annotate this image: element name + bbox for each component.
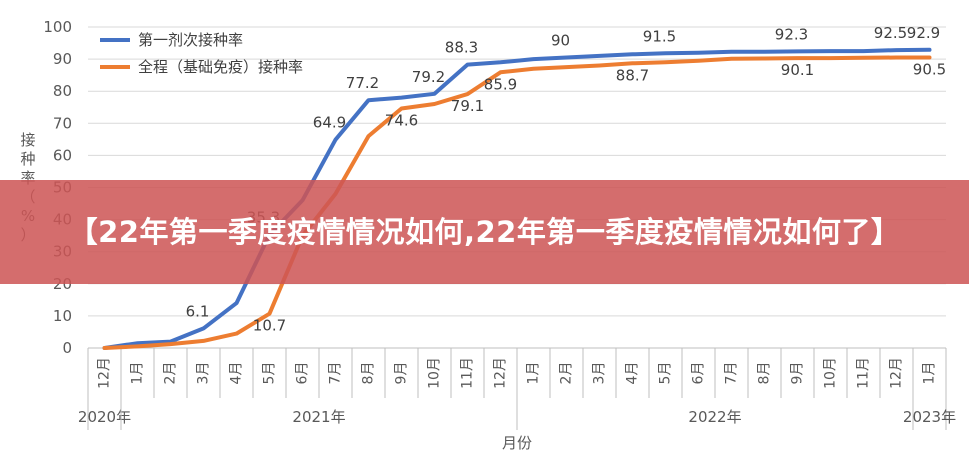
data-label: 6.1	[186, 302, 210, 320]
x-tick-label: 6月	[295, 362, 311, 385]
x-tick-label: 10月	[823, 357, 839, 389]
series-line-1	[102, 47, 932, 350]
data-label: 90.1	[781, 61, 814, 79]
x-tick-label: 9月	[790, 362, 806, 385]
x-axis-label: 月份	[502, 434, 532, 452]
y-axis-label: 种	[20, 150, 35, 168]
data-label: 92.5	[874, 24, 907, 42]
data-label: 10.7	[253, 317, 286, 335]
y-tick-label: 10	[53, 307, 72, 325]
data-label: 91.5	[643, 27, 676, 45]
data-label: 88.3	[445, 39, 478, 57]
y-tick-label: 70	[53, 114, 72, 132]
x-tick-label: 2月	[559, 362, 575, 385]
x-tick-label: 1月	[922, 362, 938, 385]
data-label: 85.9	[484, 75, 517, 93]
x-tick-label: 2月	[163, 362, 179, 385]
data-label: 90.5	[913, 60, 946, 78]
x-tick-label: 3月	[196, 362, 212, 385]
data-label: 90	[551, 31, 570, 49]
data-label: 92.9	[907, 24, 940, 42]
legend-label: 全程（基础免疫）接种率	[138, 58, 303, 76]
y-tick-label: 80	[53, 82, 72, 100]
x-tick-label: 12月	[493, 357, 509, 389]
title-banner: 【22年第一季度疫情情况如何,22年第一季度疫情情况如何了】	[0, 180, 969, 284]
banner-text: 【22年第一季度疫情情况如何,22年第一季度疫情情况如何了】	[68, 215, 901, 249]
data-label: 64.9	[313, 114, 346, 132]
data-label: 74.6	[385, 112, 418, 130]
x-tick-label: 12月	[889, 357, 905, 389]
legend-label: 第一剂次接种率	[138, 31, 243, 49]
data-label: 79.2	[412, 68, 445, 86]
year-label: 2021年	[292, 408, 345, 426]
data-label: 79.1	[451, 97, 484, 115]
x-tick-label: 11月	[856, 357, 872, 389]
x-tick-label: 7月	[724, 362, 740, 385]
x-tick-label: 8月	[757, 362, 773, 385]
x-tick-label: 5月	[262, 362, 278, 385]
x-tick-label: 8月	[361, 362, 377, 385]
x-tick-label: 11月	[460, 357, 476, 389]
y-axis-label: 接	[20, 131, 35, 149]
x-tick-label: 10月	[427, 357, 443, 389]
x-tick-label: 1月	[130, 362, 146, 385]
x-tick-label: 4月	[625, 362, 641, 385]
series-line-2	[102, 55, 932, 350]
x-tick-label: 7月	[328, 362, 344, 385]
data-label: 77.2	[346, 74, 379, 92]
data-label: 88.7	[616, 66, 649, 84]
x-tick-label: 1月	[526, 362, 542, 385]
x-tick-label: 12月	[97, 357, 113, 389]
y-tick-label: 90	[53, 50, 72, 68]
x-tick-label: 3月	[592, 362, 608, 385]
year-label: 2022年	[688, 408, 741, 426]
x-tick-label: 4月	[229, 362, 245, 385]
data-label: 92.3	[775, 25, 808, 43]
year-label: 2020年	[78, 408, 131, 426]
y-tick-label: 0	[62, 339, 72, 357]
x-tick-label: 6月	[691, 362, 707, 385]
year-label: 2023年	[903, 408, 956, 426]
x-tick-label: 5月	[658, 362, 674, 385]
y-tick-label: 60	[53, 146, 72, 164]
x-tick-label: 9月	[394, 362, 410, 385]
y-tick-label: 100	[43, 18, 72, 36]
